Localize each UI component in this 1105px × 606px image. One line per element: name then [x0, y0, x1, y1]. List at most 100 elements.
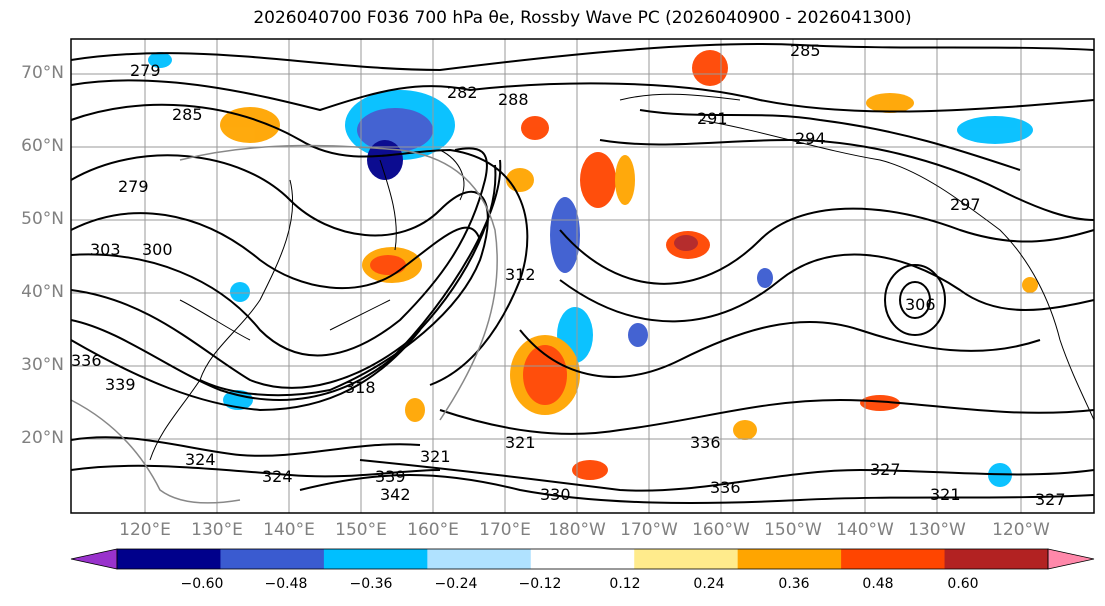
contour-label: 330 — [540, 485, 571, 504]
map-title: 2026040700 F036 700 hPa θe, Rossby Wave … — [253, 8, 912, 28]
contour-label: 306 — [905, 295, 936, 314]
contour-labels: 279 285 282 288 285 291 279 294 297 303 … — [71, 41, 1066, 509]
positive-anomaly-shade — [674, 235, 698, 251]
latitude-label: 60°N — [21, 136, 64, 156]
colorbar-segment — [944, 549, 1049, 569]
positive-anomaly-shade — [523, 345, 567, 405]
contour-label: 279 — [130, 61, 161, 80]
contour-label: 339 — [105, 375, 136, 394]
contour-label: 342 — [380, 485, 411, 504]
negative-anomaly-shade — [357, 108, 433, 152]
positive-anomaly-shade — [866, 93, 914, 113]
contour-label: 285 — [172, 105, 203, 124]
longitude-label: 120°W — [992, 520, 1050, 540]
colorbar-tick-label: 0.36 — [778, 576, 810, 592]
positive-anomaly-shade — [692, 50, 728, 86]
longitude-label: 120°E — [119, 520, 171, 540]
contour-label: 324 — [262, 467, 293, 486]
colorbar-tick-label: 0.24 — [693, 576, 725, 592]
contour-label: 288 — [498, 90, 529, 109]
contour-label: 312 — [505, 265, 536, 284]
contour-label: 324 — [185, 450, 216, 469]
colorbar-frame — [116, 548, 1049, 570]
latitude-label: 70°N — [21, 63, 64, 83]
positive-anomaly-shade — [220, 107, 280, 143]
colorbar-tick-label: −0.48 — [264, 576, 308, 592]
contour-label: 321 — [930, 485, 961, 504]
map-frame — [70, 38, 1095, 514]
contour-label: 297 — [950, 195, 981, 214]
contour-label: 291 — [697, 109, 728, 128]
negative-anomaly-shade — [628, 323, 648, 347]
contour-label: 321 — [420, 447, 451, 466]
theta-e-contours — [70, 43, 1095, 504]
colorbar-extend-max — [1047, 548, 1095, 570]
colorbar-segment — [737, 549, 842, 569]
positive-anomaly-shade — [580, 152, 616, 208]
colorbar — [70, 548, 1095, 570]
positive-anomaly-shade — [521, 116, 549, 140]
contour-label: 282 — [447, 83, 478, 102]
contour-label: 336 — [710, 478, 741, 497]
longitude-label: 170°E — [479, 520, 531, 540]
contour-label: 285 — [790, 41, 821, 60]
colorbar-segment — [634, 549, 739, 569]
contour-label: 303 — [90, 240, 121, 259]
contour-label: 294 — [795, 129, 826, 148]
colorbar-tick-label: −0.36 — [349, 576, 393, 592]
latitude-label: 40°N — [21, 282, 64, 302]
contour-label: 336 — [71, 351, 102, 370]
contour-label: 339 — [375, 467, 406, 486]
positive-anomaly-shade — [860, 395, 900, 411]
latitude-label: 50°N — [21, 209, 64, 229]
colorbar-tick-label: 0.48 — [862, 576, 894, 592]
contour-label: 336 — [690, 433, 721, 452]
longitude-label: 150°E — [335, 520, 387, 540]
contour-label: 321 — [505, 433, 536, 452]
colorbar-segment — [220, 549, 325, 569]
longitude-label: 170°W — [620, 520, 678, 540]
colorbar-segment — [427, 549, 532, 569]
latitude-label: 20°N — [21, 428, 64, 448]
positive-anomaly-shade — [506, 168, 534, 192]
positive-anomaly-shade — [572, 460, 608, 480]
longitude-label: 140°E — [263, 520, 315, 540]
colorbar-segment — [841, 549, 946, 569]
negative-anomaly-shade — [757, 268, 773, 288]
longitude-label: 130°E — [191, 520, 243, 540]
positive-anomaly-shade — [370, 255, 406, 275]
longitude-label: 150°W — [764, 520, 822, 540]
positive-anomaly-shade — [615, 155, 635, 205]
longitude-label: 130°W — [908, 520, 966, 540]
positive-anomaly-shade — [405, 398, 425, 422]
latitude-label: 30°N — [21, 355, 64, 375]
colorbar-tick-label: −0.60 — [180, 576, 224, 592]
colorbar-segment — [117, 549, 221, 569]
colorbar-segment — [323, 549, 428, 569]
negative-anomaly-shade — [148, 52, 172, 68]
positive-anomaly-shade — [733, 420, 757, 440]
negative-anomaly-shade — [230, 282, 250, 302]
colorbar-tick-label: 0.60 — [947, 576, 979, 592]
longitude-label: 180°W — [548, 520, 606, 540]
anomaly-shading — [148, 50, 1038, 487]
contour-label: 279 — [118, 177, 149, 196]
colorbar-extend-min — [70, 548, 118, 570]
gray-contours — [70, 144, 498, 504]
positive-anomaly-shade — [1022, 277, 1038, 293]
coastlines — [149, 93, 1095, 461]
map-gridlines — [71, 39, 1094, 513]
colorbar-tick-label: 0.12 — [609, 576, 641, 592]
colorbar-segment — [530, 549, 635, 569]
colorbar-tick-label: −0.12 — [518, 576, 562, 592]
contour-label: 318 — [345, 378, 376, 397]
contour-label: 327 — [1035, 490, 1066, 509]
contour-label: 327 — [870, 460, 901, 479]
longitude-label: 140°W — [836, 520, 894, 540]
negative-anomaly-shade — [957, 116, 1033, 144]
contour-label: 300 — [142, 240, 173, 259]
longitude-label: 160°E — [407, 520, 459, 540]
longitude-label: 160°W — [692, 520, 750, 540]
colorbar-tick-label: −0.24 — [434, 576, 478, 592]
